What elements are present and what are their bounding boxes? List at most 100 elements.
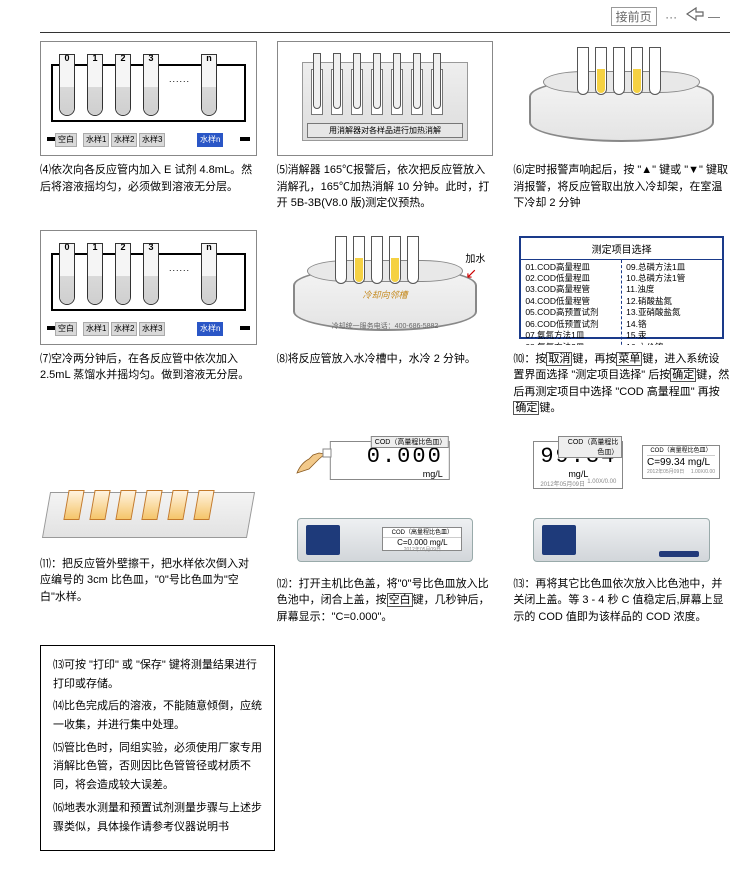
side-read-value: C=99.34 mg/L (647, 456, 715, 469)
reading-stat: 1.00X/0.00 (587, 479, 616, 488)
notes-box: ⒀可按 "打印" 或 "保存" 键将测量结果进行打印或存储。 ⒁比色完成后的溶液… (40, 645, 275, 851)
reading-date: 2012年05月09日 (540, 479, 585, 488)
fig-instrument-value: COD（高量程比色皿） 99.34 mg/L 2012年05月09日 1.00X… (513, 435, 730, 570)
caption-step12: ⑿：打开主机比色盖，将"0"号比色皿放入比色池中，闭合上盖，按空白键，几秒钟后，… (277, 576, 494, 626)
tube-num: 3 (144, 242, 158, 252)
tube-tag: 水样2 (111, 133, 137, 147)
add-water-arrow-icon: ↙ (465, 265, 477, 281)
menu-item[interactable]: 13.亚硝酸盐氮 (626, 307, 718, 318)
key-blank: 空白 (387, 593, 413, 607)
menu-item[interactable]: 03.COD高量程管 (525, 284, 617, 295)
instr-date: 2012年05月09日 (383, 547, 461, 553)
caption-step7: ⑺空冷两分钟后，在各反应管中依次加入 2.5mL 蒸馏水并摇均匀。做到溶液无分层… (40, 351, 257, 384)
tube-num: n (202, 242, 216, 252)
fig-instrument-zero: COD（高量程比色皿） 0.000 mg/L COD（高量程比色皿） C=0.0… (277, 435, 494, 570)
caption-text: 键，再按 (572, 353, 616, 365)
menu-item[interactable]: 04.COD低量程管 (525, 296, 617, 307)
instr-read-tab: COD（高量程比色皿） (383, 530, 461, 538)
menu-item[interactable]: 09.总磷方法1皿 (626, 262, 718, 273)
key-cancel: 取消 (546, 352, 572, 366)
caption-step6: ⑹定时报警声响起后，按 "▲" 键或 "▼" 键取消报警，将反应管取出放入冷却架… (513, 162, 730, 212)
instr-small-reading: COD（高量程比色皿） C=0.000 mg/L 2012年05月09日 (382, 527, 462, 551)
fig-cooling-bath-2: 加水 ↙ 冷却向邻槽 冷却统一服务电话：400-686-5882 (277, 230, 494, 345)
fig-cooling-bath-1 (513, 41, 730, 156)
add-water-label: 加水 ↙ (465, 250, 485, 282)
tube-num: 0 (60, 53, 74, 63)
digestor-label: 用消解器对各样品进行加热消解 (307, 123, 464, 138)
reading-unit: mg/L (540, 469, 616, 479)
pager-dash: — (708, 10, 720, 24)
menu-item[interactable]: 11.浊度 (626, 284, 718, 295)
fig-tube-rack-2: 0 1 2 3 ...... n 空白 水样1 水样2 水样3 水样n (40, 230, 257, 345)
reading-unit: mg/L (337, 469, 443, 479)
tube-num: 1 (88, 53, 102, 63)
cell-step5: 用消解器对各样品进行加热消解 ⑸消解器 165℃报警后，依次把反应管放入消解孔，… (277, 41, 494, 212)
big-reading-zero: COD（高量程比色皿） 0.000 mg/L (330, 441, 450, 480)
tube-tag: 水样n (197, 322, 223, 336)
bath-logo: 冷却向邻槽 (283, 288, 488, 301)
tube-tag: 水样3 (139, 322, 165, 336)
key-confirm: 确定 (670, 368, 696, 382)
add-water-text: 加水 (465, 254, 485, 265)
cell-step13: COD（高量程比色皿） 99.34 mg/L 2012年05月09日 1.00X… (513, 435, 730, 626)
caption-step11: ⑾：把反应管外壁擦干，把水样依次倒入对应编号的 3cm 比色皿，"0"号比色皿为… (40, 556, 257, 606)
tube-tag: 水样2 (111, 322, 137, 336)
side-read-tab: COD（高量程比色皿） (647, 448, 715, 457)
menu-item[interactable]: 07.氨氮方法1皿 (525, 330, 617, 341)
menu-item[interactable]: 05.COD高预置试剂 (525, 307, 617, 318)
bath-info: 冷却统一服务电话：400-686-5882 (283, 321, 488, 331)
tube-tag: 水样n (197, 133, 223, 147)
side-reading: COD（高量程比色皿） C=99.34 mg/L 2012年05月09日 1.0… (642, 445, 720, 479)
grid-row: 0 1 2 3 ...... n 空白 水样1 水样2 水样3 水样n ⑺空冷两… (40, 230, 730, 417)
menu-item[interactable]: 12.硝酸盐氮 (626, 296, 718, 307)
menu-col-left: 01.COD高量程皿 02.COD低量程皿 03.COD高量程管 04.COD低… (521, 260, 622, 345)
fig-tube-rack-1: 0 1 2 3 ...... n 空白 水样1 水样2 水样3 水样n (40, 41, 257, 156)
tube-tag: 空白 (55, 133, 77, 147)
cell-step10: 测定项目选择 01.COD高量程皿 02.COD低量程皿 03.COD高量程管 … (513, 230, 730, 417)
menu-item[interactable]: 14.铬 (626, 319, 718, 330)
ellipsis: ...... (169, 74, 190, 84)
menu-item[interactable]: 10.总磷方法1管 (626, 273, 718, 284)
cell-step4: 0 1 2 3 ...... n 空白 水样1 水样2 水样3 水样n ⑷依次向… (40, 41, 257, 212)
hand-icon (295, 445, 335, 475)
fig-digestor: 用消解器对各样品进行加热消解 (277, 41, 494, 156)
tube-tag: 水样1 (83, 133, 109, 147)
cell-step11: ⑾：把反应管外壁擦干，把水样依次倒入对应编号的 3cm 比色皿，"0"号比色皿为… (40, 435, 257, 626)
menu-item[interactable]: 08.氨氮方法2皿 (525, 342, 617, 345)
reading-tab: COD（高量程比色皿） (558, 436, 622, 458)
menu-title: 测定项目选择 (521, 238, 722, 260)
pager-dots: ··· (665, 10, 677, 24)
caption-step5: ⑸消解器 165℃报警后，依次把反应管放入消解孔，165℃加热消解 10 分钟。… (277, 162, 494, 212)
menu-item[interactable]: 02.COD低量程皿 (525, 273, 617, 284)
reading-tab: COD（高量程比色皿） (371, 436, 449, 448)
tube-tag: 水样3 (139, 133, 165, 147)
menu-col-right: 09.总磷方法1皿 10.总磷方法1管 11.浊度 12.硝酸盐氮 13.亚硝酸… (622, 260, 722, 345)
top-rule (40, 32, 730, 33)
caption-step13: ⒀：再将其它比色皿依次放入比色池中，并关闭上盖。等 3 - 4 秒 C 值稳定后… (513, 576, 730, 626)
menu-item[interactable]: 06.COD低预置试剂 (525, 319, 617, 330)
side-date: 2012年05月09日 (647, 469, 684, 476)
caption-step10: ⑽：按取消键，再按菜单键，进入系统设置界面选择 "测定项目选择" 后按确定键，然… (513, 351, 730, 417)
ellipsis: ...... (169, 263, 190, 273)
caption-text: ⑽：按 (513, 353, 546, 365)
pager-prev-label[interactable]: 接前页 (611, 7, 657, 26)
menu-item[interactable]: 01.COD高量程皿 (525, 262, 617, 273)
tube-tag: 空白 (55, 322, 77, 336)
tube-num: 2 (116, 53, 130, 63)
caption-step8: ⑻将反应管放入水冷槽中，水冷 2 分钟。 (277, 351, 494, 368)
cell-step8: 加水 ↙ 冷却向邻槽 冷却统一服务电话：400-686-5882 ⑻将反应管放入… (277, 230, 494, 417)
side-stat: 1.00X/0.00 (691, 469, 715, 476)
note-14: ⒁比色完成后的溶液，不能随意倾倒，应统一收集，并进行集中处理。 (53, 697, 262, 734)
tube-num: 1 (88, 242, 102, 252)
grid-row: ⑾：把反应管外壁擦干，把水样依次倒入对应编号的 3cm 比色皿，"0"号比色皿为… (40, 435, 730, 626)
cell-step7: 0 1 2 3 ...... n 空白 水样1 水样2 水样3 水样n ⑺空冷两… (40, 230, 257, 417)
tube-num: 2 (116, 242, 130, 252)
menu-item[interactable]: 16.六价铬 (626, 342, 718, 345)
tube-num: 3 (144, 53, 158, 63)
fig-menu-panel: 测定项目选择 01.COD高量程皿 02.COD低量程皿 03.COD高量程管 … (513, 230, 730, 345)
top-pager: 接前页 ··· — (40, 6, 730, 28)
note-16: ⒃地表水测量和预置试剂测量步骤与上述步骤类似，具体操作请参考仪器说明书 (53, 799, 262, 836)
note-15: ⒂管比色时，同组实验，必须使用厂家专用消解比色管，否则因比色管管径或材质不同，将… (53, 739, 262, 795)
pager-arrow-icon[interactable] (686, 6, 704, 27)
menu-item[interactable]: 15.汞 (626, 330, 718, 341)
